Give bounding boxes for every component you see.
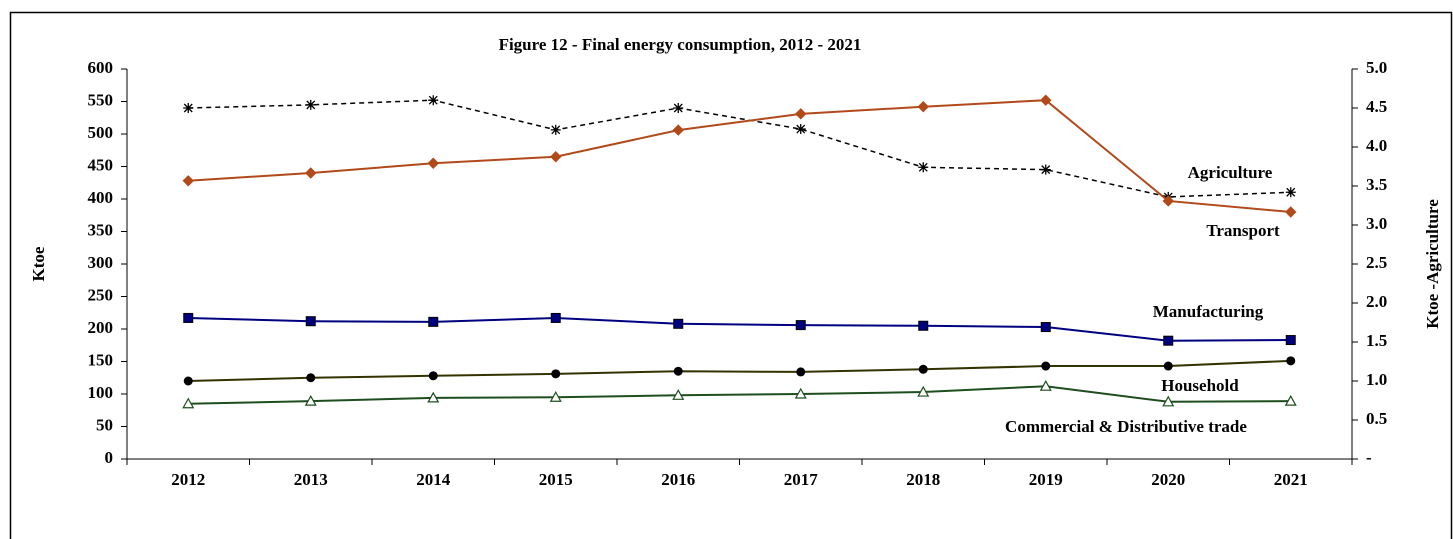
y2-tick-label: - <box>1366 448 1372 467</box>
y-tick-label: 0 <box>105 448 114 467</box>
point <box>673 366 683 376</box>
x-tick-label: 2014 <box>416 470 451 489</box>
point <box>550 151 562 163</box>
point <box>918 364 928 374</box>
point <box>427 157 439 169</box>
series-label: Transport <box>1206 221 1280 240</box>
point <box>427 391 440 403</box>
y-tick-label: 50 <box>96 415 113 434</box>
x-tick-label: 2021 <box>1274 470 1308 489</box>
point <box>1284 394 1297 406</box>
point <box>673 318 684 329</box>
point <box>1162 195 1174 207</box>
y-tick-label: 150 <box>88 350 114 369</box>
point <box>549 391 562 402</box>
x-tick-label: 2018 <box>906 470 940 489</box>
point <box>795 124 806 135</box>
point <box>182 397 195 409</box>
series-label: Manufacturing <box>1153 302 1264 321</box>
point <box>428 371 438 381</box>
series-line <box>188 359 1291 382</box>
x-tick-label: 2019 <box>1029 470 1063 489</box>
point <box>917 385 930 397</box>
point <box>1286 356 1296 366</box>
y2-tick-label: 3.0 <box>1366 214 1387 233</box>
y2-tick-label: 1.0 <box>1366 370 1387 389</box>
y2-tick-label: 3.5 <box>1366 175 1387 194</box>
point <box>1162 395 1175 407</box>
series-line <box>188 385 1291 405</box>
point <box>306 373 316 383</box>
x-tick-label: 2017 <box>784 470 819 489</box>
point <box>795 320 806 331</box>
x-tick-label: 2012 <box>171 470 205 489</box>
y2-tick-label: 0.5 <box>1366 409 1387 428</box>
point <box>1040 322 1051 333</box>
y2-axis-label: Ktoe -Agriculture <box>1423 199 1442 329</box>
y-tick-label: 500 <box>88 123 114 142</box>
series-line <box>188 99 1291 213</box>
y2-tick-label: 5.0 <box>1366 58 1387 77</box>
y-tick-label: 100 <box>88 383 114 402</box>
point <box>305 99 316 110</box>
chart-frame <box>9 11 1453 539</box>
point <box>918 320 929 331</box>
y-tick-label: 450 <box>88 155 114 174</box>
y-tick-label: 300 <box>88 253 114 272</box>
series-line <box>188 316 1291 342</box>
y2-tick-label: 4.0 <box>1366 136 1387 155</box>
chart-title: Figure 12 - Final energy consumption, 20… <box>499 35 862 54</box>
point <box>1163 335 1174 346</box>
point <box>183 103 194 113</box>
x-tick-label: 2015 <box>539 470 573 489</box>
point <box>1285 335 1296 346</box>
x-tick-label: 2013 <box>294 470 328 489</box>
point <box>1040 94 1052 106</box>
y-tick-label: 200 <box>88 318 114 337</box>
y2-tick-label: 2.5 <box>1366 253 1387 272</box>
x-tick-label: 2016 <box>661 470 695 489</box>
point <box>1040 164 1051 175</box>
point <box>1285 206 1297 218</box>
point <box>673 103 684 113</box>
point <box>428 95 439 106</box>
point <box>1163 361 1173 371</box>
point <box>551 369 561 379</box>
point <box>183 312 194 323</box>
y-axis-label: Ktoe <box>29 246 48 281</box>
point <box>550 124 561 135</box>
y2-tick-label: 2.0 <box>1366 292 1387 311</box>
point <box>918 162 929 173</box>
point <box>1041 361 1051 371</box>
point <box>796 367 806 377</box>
y-tick-label: 550 <box>88 90 114 109</box>
point <box>304 394 317 406</box>
y2-tick-label: 4.5 <box>1366 97 1387 116</box>
point <box>1285 187 1296 198</box>
series-label: Commercial & Distributive trade <box>1005 417 1247 436</box>
point <box>428 316 439 327</box>
point <box>182 175 194 187</box>
point <box>917 100 929 113</box>
point <box>672 389 685 400</box>
y-tick-label: 350 <box>88 220 114 239</box>
y-tick-label: 250 <box>88 285 114 304</box>
series-line <box>188 99 1291 198</box>
x-tick-label: 2020 <box>1151 470 1185 489</box>
point <box>183 376 193 386</box>
y-tick-label: 400 <box>88 188 114 207</box>
series-label: Household <box>1161 376 1239 395</box>
y2-tick-label: 1.5 <box>1366 331 1387 350</box>
point <box>672 124 684 136</box>
point <box>794 387 807 399</box>
point <box>305 316 316 327</box>
y-tick-label: 600 <box>88 58 114 77</box>
point <box>305 167 317 179</box>
point <box>550 312 561 323</box>
point <box>1039 379 1052 391</box>
series-label: Agriculture <box>1188 163 1273 182</box>
point <box>795 108 807 120</box>
